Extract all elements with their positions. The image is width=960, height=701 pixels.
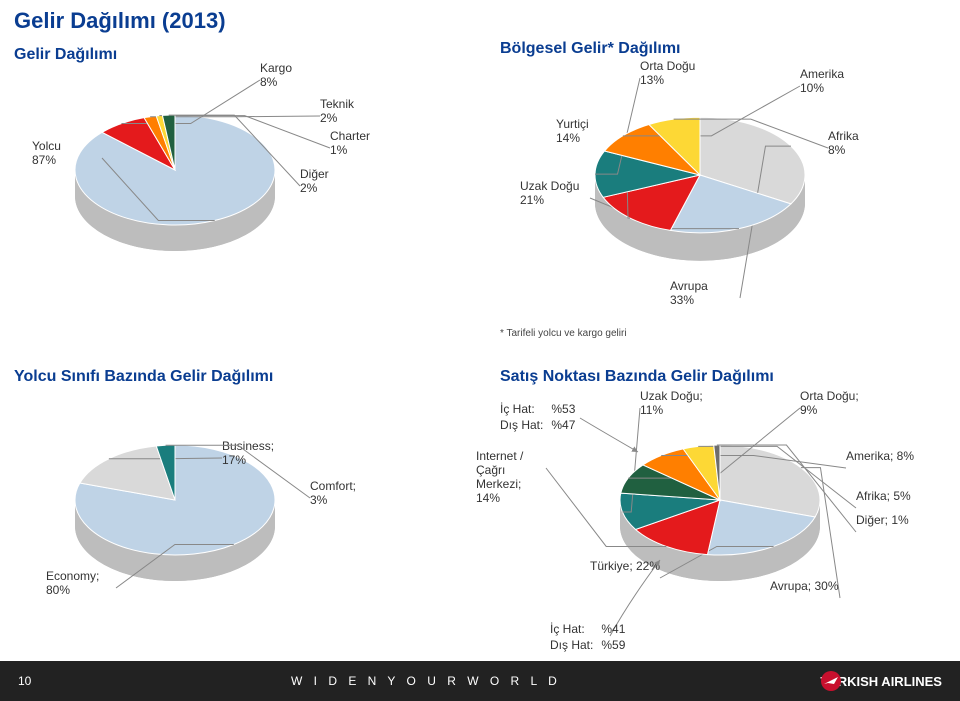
pie-label: Avrupa; 30% (770, 579, 839, 593)
brand-logo: TURKISH AIRLINES (820, 674, 942, 689)
pie-label: Amerika; 8% (846, 449, 914, 463)
pie-label: Afrika; 5% (856, 489, 911, 503)
pie-label: Uzak Doğu;11% (640, 389, 703, 417)
footer-bar: 10 W I D E N Y O U R W O R L D TURKISH A… (0, 661, 960, 701)
footer-tagline: W I D E N Y O U R W O R L D (291, 674, 561, 688)
page-number: 10 (18, 674, 31, 688)
pie-chart-satis-noktasi: Avrupa; 30% Türkiye; 22% Internet /ÇağrıMe… (0, 0, 960, 701)
airline-logo-icon (820, 670, 842, 692)
ic-dis-hat-bottom: İç Hat:%41 Dış Hat:%59 (548, 620, 633, 654)
callout-arrow (580, 418, 638, 452)
pie-label: Türkiye; 22% (590, 559, 660, 573)
pie-label: Internet /ÇağrıMerkezi;14% (476, 449, 524, 505)
pie-label: Diğer; 1% (856, 513, 909, 527)
ic-dis-hat-top: İç Hat:%53 Dış Hat:%47 (498, 400, 583, 434)
pie-label: Orta Doğu;9% (800, 389, 859, 417)
